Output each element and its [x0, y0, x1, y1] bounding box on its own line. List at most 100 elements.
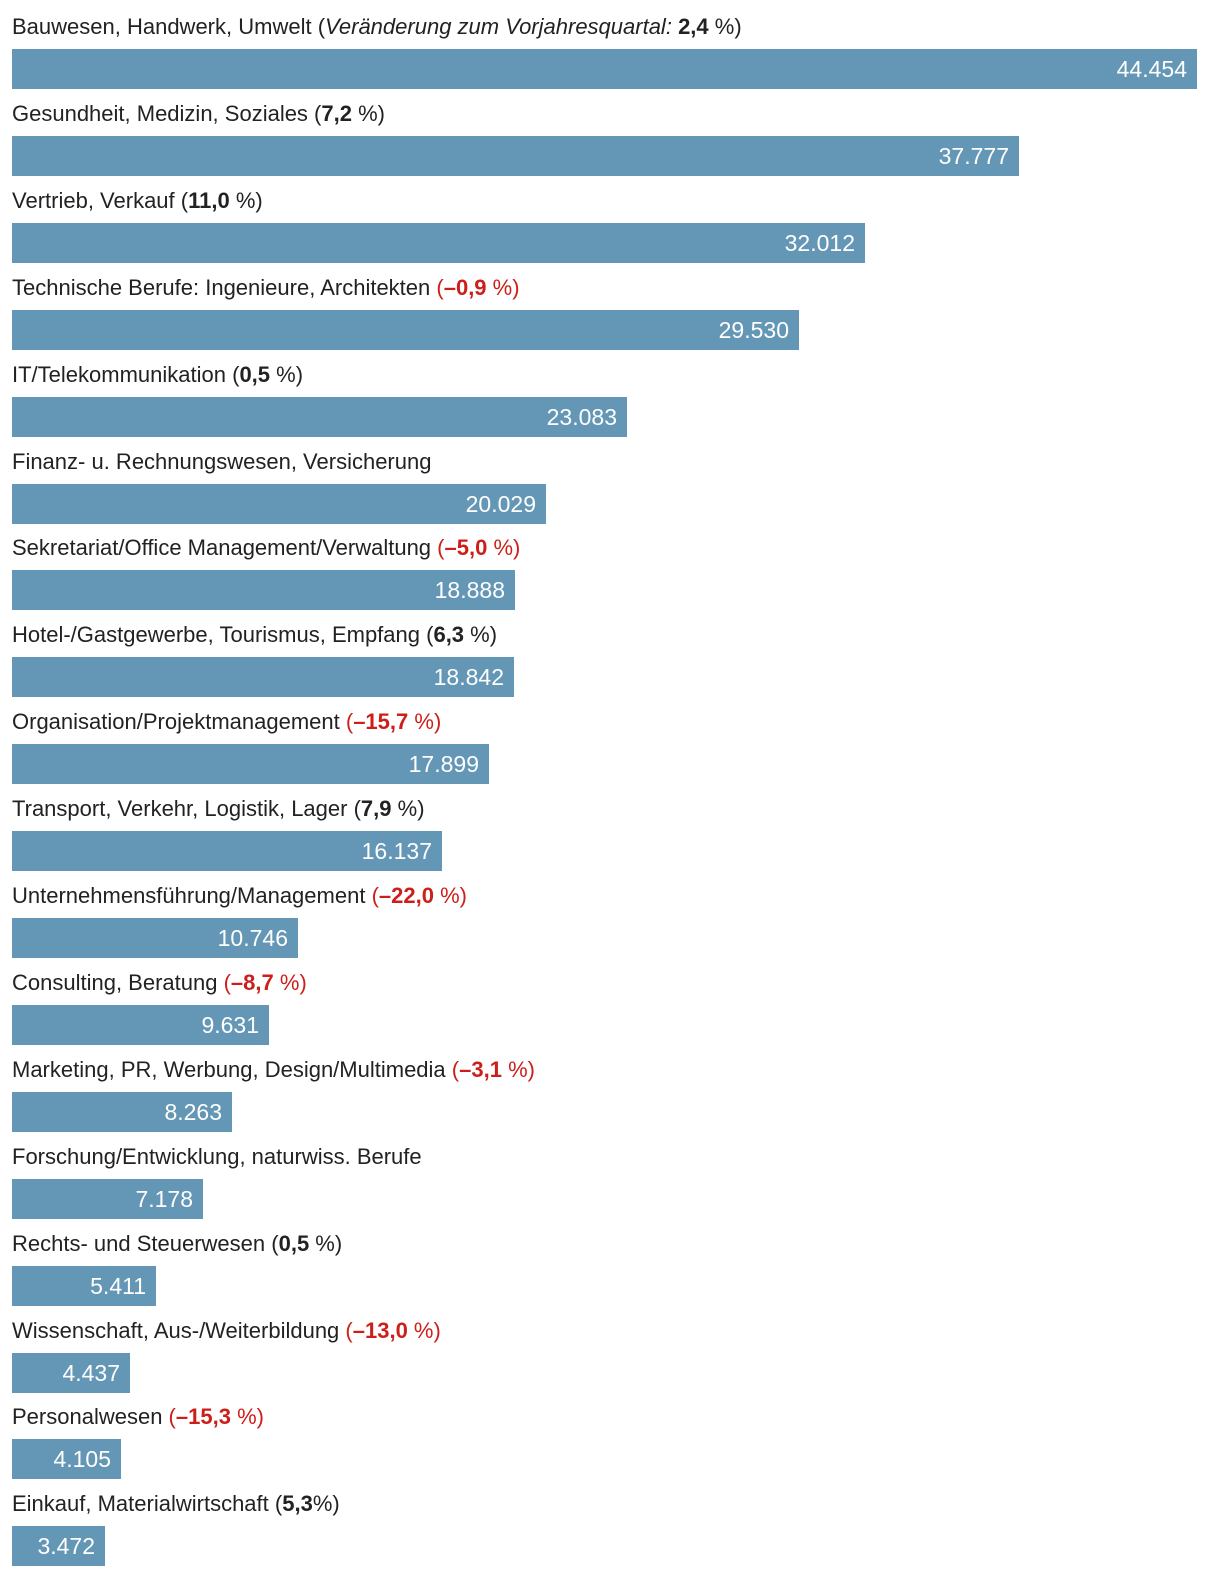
bar-value-label: 17.899 [408, 751, 479, 777]
bar: 20.029 [12, 484, 546, 524]
bar: 7.178 [12, 1179, 203, 1219]
bar: 4.437 [12, 1353, 130, 1393]
bar: 37.777 [12, 136, 1019, 176]
change-label: (–8,7 %) [217, 970, 307, 995]
change-value: 2,4 [678, 14, 709, 39]
category-name: Einkauf, Materialwirtschaft [12, 1491, 269, 1516]
category-label: Unternehmensführung/Management (–22,0 %) [12, 881, 467, 911]
bar-value-label: 10.746 [217, 925, 288, 951]
change-value: –8,7 [230, 970, 274, 995]
bar: 29.530 [12, 310, 799, 350]
bar: 9.631 [12, 1005, 269, 1045]
change-note: Veränderung zum Vorjahresquartal: [325, 14, 672, 39]
change-unit: % [229, 188, 256, 213]
category-label: Gesundheit, Medizin, Soziales (7,2 %) [12, 99, 385, 129]
category-name: Gesundheit, Medizin, Soziales [12, 101, 308, 126]
category-label: Transport, Verkehr, Logistik, Lager (7,9… [12, 794, 425, 824]
bar: 23.083 [12, 397, 627, 437]
bar-value-label: 18.842 [433, 664, 504, 690]
change-unit: % [708, 14, 735, 39]
change-label: (–22,0 %) [365, 883, 467, 908]
bar-value-label: 32.012 [784, 230, 855, 256]
change-label: (6,3 %) [420, 622, 498, 647]
bar-value-label: 3.472 [37, 1533, 95, 1559]
change-unit: % [407, 1318, 434, 1343]
bar-value-label: 20.029 [465, 491, 536, 517]
category-label: Vertrieb, Verkauf (11,0 %) [12, 186, 263, 216]
change-value: –5,0 [444, 535, 488, 560]
category-name: Marketing, PR, Werbung, Design/Multimedi… [12, 1057, 446, 1082]
change-value: 6,3 [433, 622, 465, 647]
change-unit: % [351, 101, 378, 126]
category-label: Technische Berufe: Ingenieure, Architekt… [12, 273, 520, 303]
change-unit: % [270, 362, 296, 387]
bar: 4.105 [12, 1439, 121, 1479]
change-label: (–15,3 %) [162, 1404, 264, 1429]
change-label: (–5,0 %) [431, 535, 521, 560]
change-unit: % [309, 1231, 335, 1256]
change-value: –13,0 [352, 1318, 408, 1343]
category-name: Consulting, Beratung [12, 970, 218, 995]
bar-value-label: 37.777 [938, 143, 1009, 169]
change-label: (–13,0 %) [339, 1318, 441, 1343]
change-unit: % [273, 970, 300, 995]
change-label: (0,5 %) [225, 362, 304, 387]
bar-value-label: 23.083 [546, 404, 617, 430]
change-label: (5,3%) [268, 1491, 340, 1516]
bar: 10.746 [12, 918, 298, 958]
category-name: Sekretariat/Office Management/Verwaltung [12, 535, 432, 560]
bar: 16.137 [12, 831, 442, 871]
bar: 5.411 [12, 1266, 156, 1306]
category-name: Personalwesen [12, 1404, 163, 1429]
bar-value-label: 44.454 [1116, 56, 1187, 82]
category-name: Finanz- u. Rechnungswesen, Versicherung [12, 449, 432, 474]
category-label: Finanz- u. Rechnungswesen, Versicherung [12, 447, 431, 477]
change-value: 0,5 [239, 362, 271, 387]
bar-value-label: 5.411 [90, 1273, 146, 1299]
bar: 18.888 [12, 570, 515, 610]
bar-value-label: 4.105 [53, 1446, 111, 1472]
bar-value-label: 9.631 [201, 1012, 259, 1038]
change-value: 5,3 [282, 1491, 313, 1516]
change-value: 7,2 [321, 101, 352, 126]
bar: 44.454 [12, 49, 1197, 89]
change-value: 0,5 [278, 1231, 310, 1256]
category-label: Einkauf, Materialwirtschaft (5,3%) [12, 1489, 340, 1519]
category-label: Sekretariat/Office Management/Verwaltung… [12, 533, 520, 563]
change-label: (–3,1 %) [445, 1057, 535, 1082]
category-label: Forschung/Entwicklung, naturwiss. Berufe [12, 1142, 422, 1172]
category-label: Hotel-/Gastgewerbe, Tourismus, Empfang (… [12, 620, 497, 650]
category-label: Wissenschaft, Aus-/Weiterbildung (–13,0 … [12, 1316, 441, 1346]
category-label: IT/Telekommunikation (0,5 %) [12, 360, 303, 390]
change-unit: % [230, 1404, 257, 1429]
category-label: Personalwesen (–15,3 %) [12, 1402, 264, 1432]
category-name: IT/Telekommunikation [12, 362, 226, 387]
change-unit: % [487, 535, 514, 560]
change-unit: % [408, 709, 434, 734]
category-name: Unternehmensführung/Management [12, 883, 366, 908]
category-name: Rechts- und Steuerwesen [12, 1231, 266, 1256]
bar-value-label: 18.888 [434, 577, 505, 603]
category-label: Marketing, PR, Werbung, Design/Multimedi… [12, 1055, 535, 1085]
change-unit: % [312, 1491, 333, 1516]
change-value: 11,0 [188, 188, 230, 213]
change-value: –0,9 [443, 275, 487, 300]
change-value: –3,1 [459, 1057, 502, 1082]
bar-value-label: 16.137 [361, 838, 432, 864]
change-unit: % [501, 1057, 528, 1082]
bar: 32.012 [12, 223, 865, 263]
change-label: (0,5 %) [265, 1231, 343, 1256]
category-name: Bauwesen, Handwerk, Umwelt [12, 14, 312, 39]
change-unit: % [464, 622, 490, 647]
category-name: Hotel-/Gastgewerbe, Tourismus, Empfang [12, 622, 420, 647]
bar-value-label: 8.263 [164, 1099, 222, 1125]
change-unit: % [391, 796, 418, 821]
category-label: Consulting, Beratung (–8,7 %) [12, 968, 307, 998]
category-name: Organisation/Projektmanagement [12, 709, 340, 734]
category-name: Wissenschaft, Aus-/Weiterbildung [12, 1318, 340, 1343]
bar: 18.842 [12, 657, 514, 697]
change-label: (7,2 %) [307, 101, 385, 126]
change-value: 7,9 [360, 796, 392, 821]
bar: 3.472 [12, 1526, 105, 1566]
